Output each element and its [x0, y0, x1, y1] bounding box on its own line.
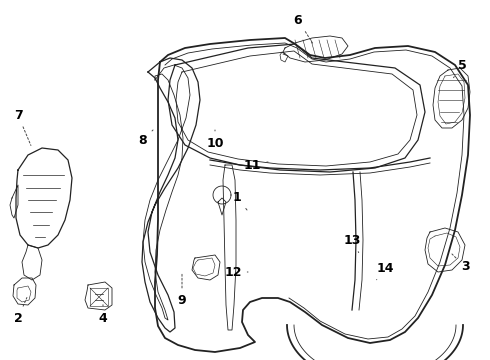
Text: 10: 10	[206, 130, 224, 149]
Text: 6: 6	[294, 14, 314, 45]
Text: 2: 2	[14, 298, 27, 324]
Text: 4: 4	[98, 305, 107, 324]
Text: 12: 12	[224, 266, 248, 279]
Text: 5: 5	[454, 59, 466, 78]
Text: 11: 11	[243, 158, 268, 171]
Text: 3: 3	[452, 254, 469, 274]
Text: 7: 7	[14, 108, 31, 145]
Text: 9: 9	[178, 273, 186, 306]
Text: 8: 8	[139, 130, 153, 147]
Text: 1: 1	[233, 190, 247, 210]
Text: 14: 14	[376, 261, 394, 280]
Text: 13: 13	[343, 234, 361, 253]
